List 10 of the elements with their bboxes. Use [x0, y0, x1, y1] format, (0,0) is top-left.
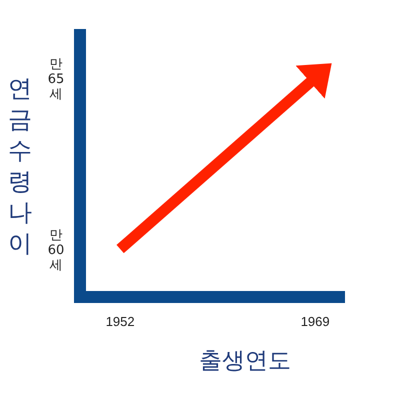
text: 세 — [50, 258, 62, 274]
x-axis-title: 출생연도 — [199, 348, 291, 374]
text: 만 — [50, 56, 62, 72]
text: 세 — [50, 86, 62, 102]
y-tick-label: 60 — [48, 243, 64, 258]
y-axis-title: 연금수령나이 — [8, 74, 32, 258]
x-tick-label: 1952 — [106, 314, 135, 329]
x-tick-label: 1969 — [300, 314, 330, 329]
y-tick-label: 65 — [48, 72, 64, 87]
text: 만 — [50, 228, 62, 244]
